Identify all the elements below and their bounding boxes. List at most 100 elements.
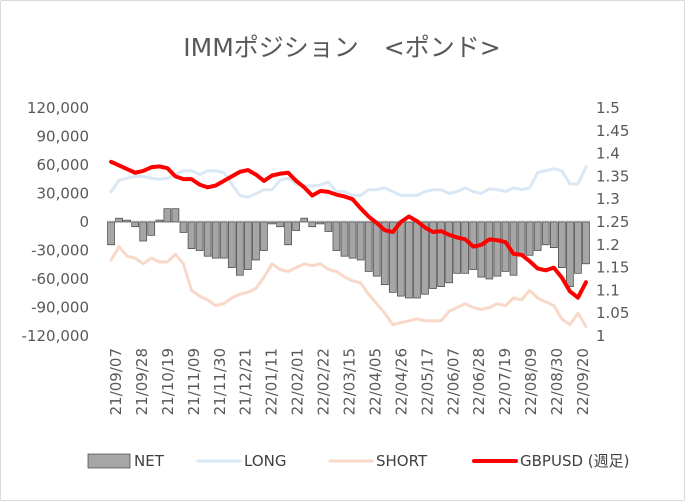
net-bar: [236, 221, 244, 276]
legend: NET LONG SHORT GBPUSD (週足): [87, 452, 629, 470]
net-bar: [429, 221, 437, 289]
left-tick-label: 0: [79, 213, 89, 231]
net-bar: [107, 221, 115, 246]
net-bar: [147, 221, 156, 236]
right-axis: 1.5 1.45 1.4 1.35 1.3 1.25 1.2 1.15 1.1 1.05 1: [596, 99, 629, 345]
x-tick-label: 21/11/09: [185, 348, 203, 415]
net-bar: [316, 221, 325, 225]
net-bar: [115, 217, 123, 223]
net-bar: [163, 208, 172, 223]
net-bar: [227, 221, 236, 268]
left-tick-label: 120,000: [27, 99, 89, 117]
net-bar: [364, 221, 373, 272]
net-bar: [211, 221, 220, 259]
net-bar: [348, 221, 357, 259]
right-tick-label: 1.2: [596, 236, 620, 254]
left-tick-label: 30,000: [37, 185, 90, 203]
net-bar: [300, 217, 309, 223]
x-axis: 21/09/07 21/09/28 21/10/19 21/11/09 21/11/30…: [107, 348, 592, 415]
x-tick-label: 22/04/05: [366, 348, 384, 415]
x-tick-label: 21/11/30: [211, 348, 229, 415]
x-tick-label: 21/09/28: [133, 348, 151, 415]
net-bar: [203, 221, 212, 257]
net-bar: [356, 221, 365, 261]
x-tick-label: 22/07/19: [496, 348, 514, 415]
net-bar: [397, 221, 405, 297]
long-line: [109, 165, 588, 199]
net-bar: [566, 221, 574, 287]
net-bar: [453, 221, 461, 274]
x-tick-label: 22/02/01: [289, 348, 307, 415]
gbpusd-line: [109, 159, 588, 300]
net-bar: [276, 221, 284, 228]
net-bar: [405, 221, 413, 299]
net-bar: [533, 221, 542, 251]
left-tick-label: -30,000: [31, 242, 89, 260]
net-bar: [292, 221, 300, 231]
left-tick-label: -60,000: [31, 270, 89, 288]
short-line: [109, 245, 588, 328]
net-bar: [413, 221, 421, 299]
x-tick-label: 22/02/22: [315, 348, 333, 415]
series-lines: [109, 159, 588, 328]
right-tick-label: 1.05: [596, 304, 629, 322]
net-bar: [541, 221, 550, 246]
right-tick-label: 1.4: [596, 145, 620, 163]
x-tick-label: 22/06/28: [470, 348, 488, 415]
right-tick-label: 1.3: [596, 190, 620, 208]
net-bar: [187, 221, 196, 249]
net-bar: [324, 221, 333, 232]
net-bar: [574, 221, 582, 274]
left-tick-label: 90,000: [37, 128, 90, 146]
net-bar: [372, 221, 381, 277]
x-tick-label: 21/10/19: [159, 348, 177, 415]
net-bar: [421, 221, 429, 295]
net-bar: [179, 221, 188, 233]
net-bar: [195, 221, 204, 251]
net-bar: [244, 221, 252, 270]
chart-title: IMMポジション <ポンド>: [183, 33, 500, 62]
net-bar: [549, 221, 558, 248]
x-tick-label: 22/01/11: [263, 348, 281, 415]
x-tick-label: 21/09/07: [107, 348, 125, 415]
net-bar: [437, 221, 445, 287]
net-bar: [123, 219, 131, 223]
left-tick-label: -120,000: [22, 327, 89, 345]
legend-swatch-net: [87, 453, 131, 469]
net-bar: [260, 221, 268, 251]
net-bar: [493, 221, 502, 277]
net-bar: [131, 221, 139, 228]
x-tick-label: 22/05/17: [418, 348, 436, 415]
net-bar: [525, 221, 534, 256]
net-bar: [582, 221, 590, 265]
net-bar: [461, 221, 470, 274]
net-bar: [219, 221, 228, 259]
x-tick-label: 21/12/21: [237, 348, 255, 415]
net-bar: [155, 219, 164, 223]
legend-label: GBPUSD (週足): [520, 452, 629, 470]
net-bar: [171, 208, 180, 223]
right-tick-label: 1: [596, 327, 606, 345]
net-bar: [332, 221, 341, 251]
net-bar: [485, 221, 494, 280]
net-bar: [558, 221, 566, 268]
legend-label: LONG: [244, 452, 286, 470]
net-bar: [445, 221, 453, 284]
net-bar: [517, 221, 526, 255]
net-bar: [308, 221, 317, 228]
net-bar: [477, 221, 486, 278]
x-tick-label: 22/06/07: [444, 348, 462, 415]
net-bar: [284, 221, 292, 246]
right-tick-label: 1.15: [596, 259, 629, 277]
net-bars: [107, 208, 590, 299]
left-axis: 120,000 90,000 60,000 30,000 0 -30,000 -60,000…: [22, 99, 89, 345]
x-tick-label: 22/08/09: [522, 348, 540, 415]
right-tick-label: 1.35: [596, 167, 629, 185]
net-bar: [380, 221, 389, 286]
x-tick-label: 22/04/26: [392, 348, 410, 415]
right-tick-label: 1.45: [596, 122, 629, 140]
legend-label: NET: [134, 452, 165, 470]
x-tick-label: 22/03/15: [341, 348, 359, 415]
right-tick-label: 1.25: [596, 213, 629, 231]
